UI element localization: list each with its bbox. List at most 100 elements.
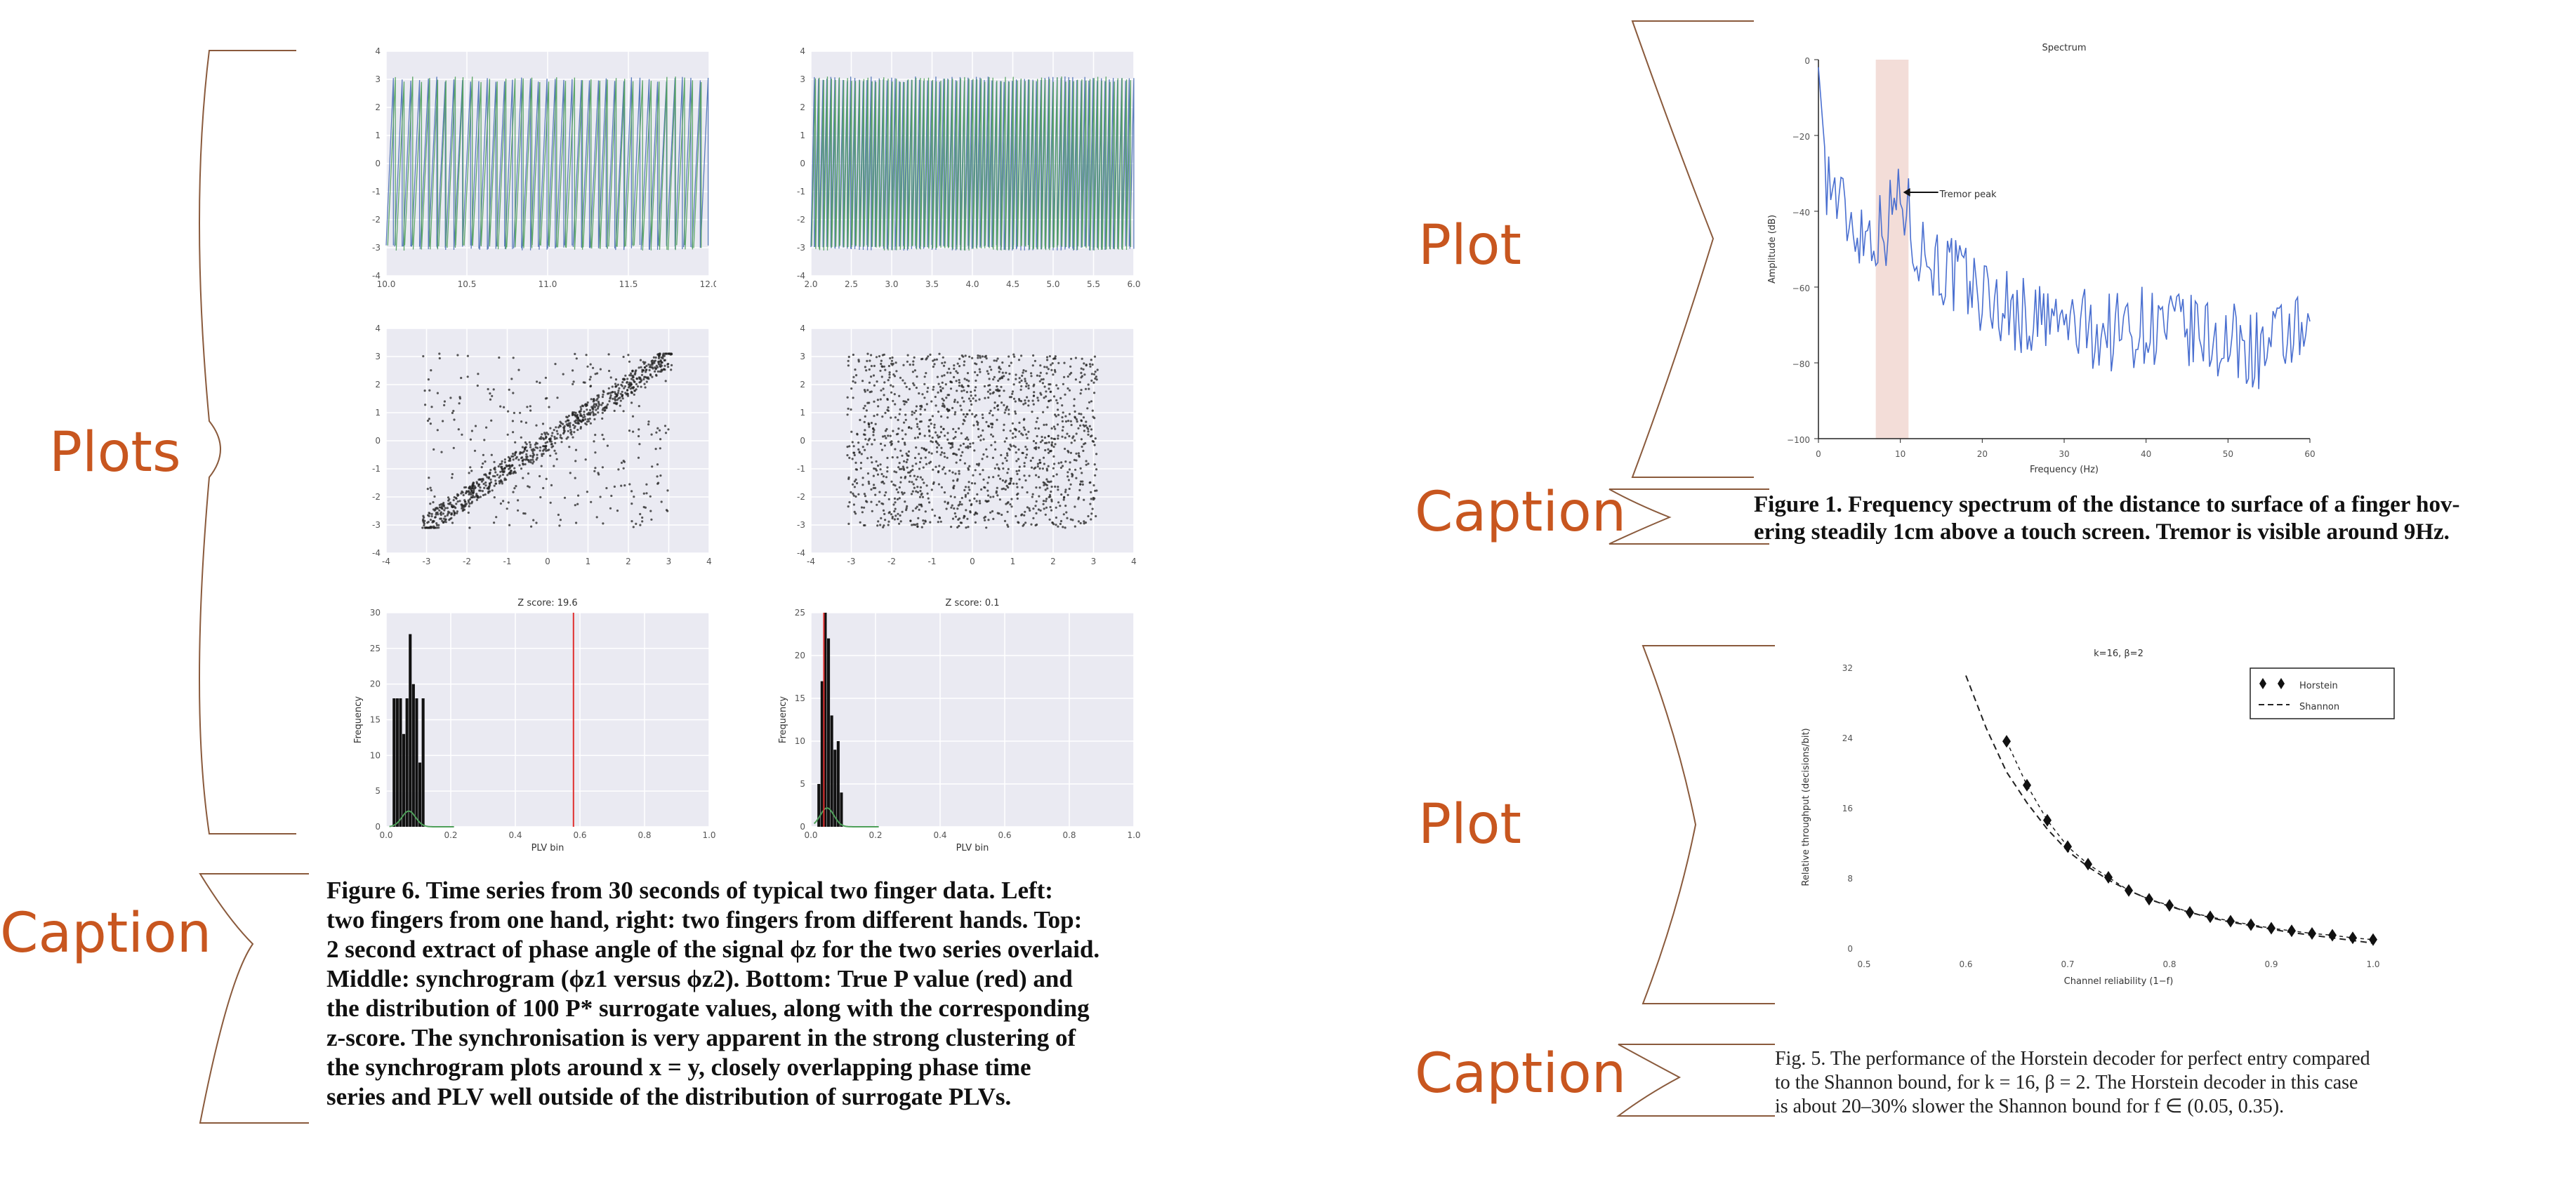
scatter-point bbox=[483, 486, 486, 489]
scatter-point bbox=[1020, 379, 1023, 382]
scatter-point bbox=[873, 439, 876, 441]
scatter-point bbox=[882, 387, 885, 390]
scatter-point bbox=[1062, 513, 1065, 516]
scatter-point bbox=[879, 463, 882, 466]
histogram-title: Z score: 19.6 bbox=[517, 598, 577, 609]
scatter-point bbox=[648, 368, 651, 371]
scatter-point bbox=[1054, 371, 1057, 373]
scatter-point bbox=[933, 514, 937, 517]
scatter-point bbox=[566, 419, 569, 422]
scatter-point bbox=[596, 407, 600, 410]
scatter-point bbox=[1089, 503, 1092, 505]
scatter-point bbox=[574, 477, 576, 479]
y-tick-label: −40 bbox=[1792, 208, 1810, 218]
scatter-point bbox=[955, 461, 958, 464]
scatter-point bbox=[548, 406, 550, 408]
scatter-point bbox=[904, 382, 906, 385]
scatter-point bbox=[1042, 456, 1045, 459]
scatter-point bbox=[508, 524, 511, 526]
scatter-point bbox=[1082, 368, 1085, 371]
x-tick-label: -2 bbox=[463, 557, 471, 566]
scatter-point bbox=[590, 398, 593, 401]
scatter-point bbox=[887, 406, 890, 409]
bracket-caption-spectrum bbox=[1609, 488, 1769, 545]
scatter-point bbox=[965, 391, 968, 394]
scatter-point bbox=[870, 390, 873, 393]
scatter-point bbox=[430, 489, 432, 492]
scatter-point bbox=[576, 503, 579, 505]
scatter-point bbox=[552, 445, 555, 448]
scatter-point bbox=[1080, 376, 1083, 379]
scatter-point bbox=[499, 470, 502, 473]
scatter-point bbox=[1016, 472, 1019, 475]
scatter-point bbox=[982, 469, 984, 472]
scatter-point bbox=[861, 446, 864, 448]
x-tick-label: 0.8 bbox=[2162, 959, 2176, 969]
scatter-point bbox=[974, 371, 977, 373]
scatter-point bbox=[628, 483, 631, 486]
scatter-point bbox=[488, 490, 491, 493]
y-tick-label: -2 bbox=[797, 492, 805, 502]
scatter-point bbox=[639, 359, 642, 361]
scatter-point bbox=[901, 465, 904, 468]
scatter-point bbox=[932, 365, 934, 368]
scatter-point bbox=[633, 393, 635, 396]
scatter-point bbox=[1050, 490, 1052, 493]
scatter-point bbox=[1045, 395, 1048, 398]
scatter-point bbox=[466, 375, 469, 378]
scatter-point bbox=[619, 392, 622, 395]
scatter-point bbox=[434, 516, 437, 519]
scatter-point bbox=[638, 434, 640, 438]
label-caption-horstein: Caption bbox=[1415, 1042, 1627, 1105]
scatter-point bbox=[1087, 463, 1090, 465]
scatter-point bbox=[978, 368, 981, 371]
scatter-point bbox=[536, 453, 539, 456]
scatter-point bbox=[989, 423, 992, 425]
scatter-point bbox=[927, 425, 930, 428]
scatter-point bbox=[870, 375, 873, 378]
scatter-point bbox=[510, 455, 513, 458]
y-tick-label: 5 bbox=[800, 779, 805, 789]
scatter-point bbox=[908, 426, 911, 429]
scatter-point bbox=[878, 355, 881, 358]
scatter-point bbox=[1078, 488, 1081, 491]
scatter-point bbox=[644, 506, 647, 509]
scatter-point bbox=[458, 402, 461, 405]
scatter-point bbox=[621, 381, 624, 384]
scatter-point bbox=[508, 388, 510, 391]
scatter-point bbox=[453, 505, 456, 508]
scatter-point bbox=[1081, 480, 1084, 483]
scatter-point bbox=[1038, 486, 1041, 489]
scatter-point bbox=[484, 460, 487, 463]
scatter-point bbox=[499, 474, 502, 477]
scatter-point bbox=[1033, 391, 1036, 394]
scatter-point bbox=[934, 431, 937, 434]
scatter-point bbox=[477, 373, 480, 375]
scatter-point bbox=[925, 403, 928, 406]
y-tick-label: 16 bbox=[1842, 804, 1853, 813]
scatter-point bbox=[564, 420, 567, 423]
scatter-point bbox=[1061, 420, 1064, 423]
scatter-point bbox=[1050, 368, 1053, 371]
scatter-point bbox=[539, 437, 541, 440]
scatter-point bbox=[1057, 361, 1060, 364]
scatter-point bbox=[1022, 523, 1025, 526]
scatter-point bbox=[1047, 368, 1050, 371]
scatter-point bbox=[423, 516, 425, 519]
scatter-point bbox=[620, 383, 623, 386]
x-tick-label: 3.5 bbox=[925, 279, 939, 289]
scatter-point bbox=[924, 510, 927, 513]
scatter-point bbox=[621, 397, 624, 400]
scatter-point bbox=[911, 510, 914, 512]
scatter-point bbox=[539, 381, 541, 384]
scatter-point bbox=[1045, 390, 1048, 393]
scatter-point bbox=[1027, 399, 1030, 402]
scatter-point bbox=[1050, 390, 1052, 393]
scatter-point bbox=[510, 470, 513, 472]
scatter-point bbox=[954, 453, 957, 455]
scatter-point bbox=[566, 416, 569, 419]
scatter-point bbox=[975, 399, 977, 402]
scatter-point bbox=[442, 517, 445, 520]
scatter-point bbox=[1021, 374, 1024, 377]
